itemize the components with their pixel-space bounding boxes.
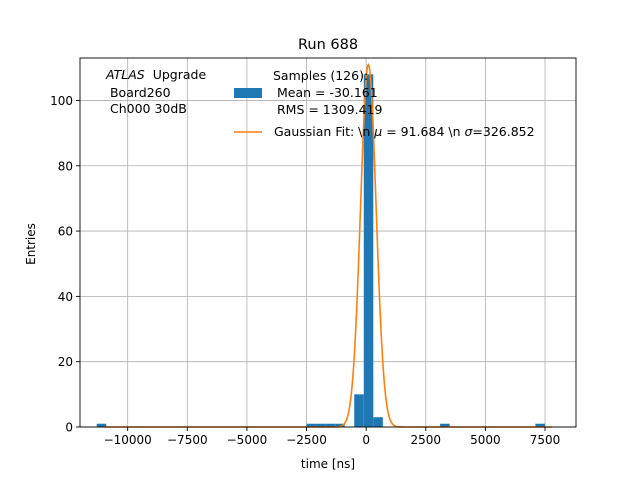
histogram-bar — [440, 423, 450, 427]
y-tick-label: 60 — [58, 225, 73, 239]
histogram-bar — [96, 423, 107, 427]
x-tick-label: 2500 — [410, 433, 441, 447]
axes — [79, 57, 577, 428]
chart-title: Run 688 — [298, 37, 358, 53]
legend-fit-label: Gaussian Fit: \n μ = 91.684 \n σ=326.852 — [274, 124, 535, 139]
legend-fit-mu: μ — [373, 124, 382, 139]
x-ticks: −10000 −7500 −5000 −2500 0 2500 5000 7500 — [104, 427, 561, 447]
y-ticks: 0 20 40 60 80 100 — [50, 94, 80, 435]
legend-fit-part-3: = 91.684 \n — [382, 124, 464, 139]
legend-samples-swatch — [234, 88, 262, 98]
y-tick-label: 100 — [50, 94, 73, 108]
legend-fit-part-5: =326.852 — [472, 124, 534, 139]
annotation-line-1: Upgrade — [153, 67, 207, 82]
x-tick-label: 5000 — [470, 433, 501, 447]
legend: Samples (126): Mean = -30.161 RMS = 1309… — [234, 68, 535, 139]
y-axis-label: Entries — [24, 223, 38, 265]
histogram-bar — [363, 74, 374, 428]
x-tick-label: −7500 — [167, 433, 208, 447]
x-tick-label: 7500 — [530, 433, 561, 447]
x-tick-label: −5000 — [227, 433, 268, 447]
histogram-bar — [373, 417, 383, 427]
legend-samples-line-2: Mean = -30.161 — [273, 85, 378, 100]
y-tick-label: 80 — [58, 159, 73, 173]
y-tick-label: 40 — [58, 290, 73, 304]
plot-frame — [79, 57, 577, 428]
legend-fit-part-1: Gaussian Fit: \n — [274, 124, 374, 139]
annotation-line-2: Board260 — [106, 85, 171, 100]
x-tick-label: −10000 — [104, 433, 152, 447]
y-tick-label: 20 — [58, 355, 73, 369]
legend-fit-sigma: σ — [464, 124, 473, 139]
y-tick-label: 0 — [65, 421, 73, 435]
histogram-bars — [96, 74, 545, 428]
svg-text:ATLAS Upgrade: ATLAS Upgrade — [105, 67, 206, 82]
histogram-bar — [354, 394, 364, 427]
histogram-bar — [316, 423, 326, 427]
histogram-bar — [335, 423, 345, 427]
atlas-italic-text: ATLAS — [105, 67, 145, 82]
atlas-annotation: ATLAS Upgrade Board260 Ch000 30dB — [105, 67, 206, 116]
histogram-bar — [306, 423, 317, 427]
x-tick-label: 0 — [362, 433, 370, 447]
legend-samples-line-1: Samples (126): — [273, 68, 368, 83]
histogram-bar — [325, 423, 336, 427]
histogram-bar — [535, 423, 545, 427]
x-tick-label: −2500 — [286, 433, 327, 447]
legend-samples-line-3: RMS = 1309.419 — [273, 102, 382, 117]
annotation-line-3: Ch000 30dB — [106, 101, 187, 116]
x-axis-label: time [ns] — [301, 457, 355, 471]
